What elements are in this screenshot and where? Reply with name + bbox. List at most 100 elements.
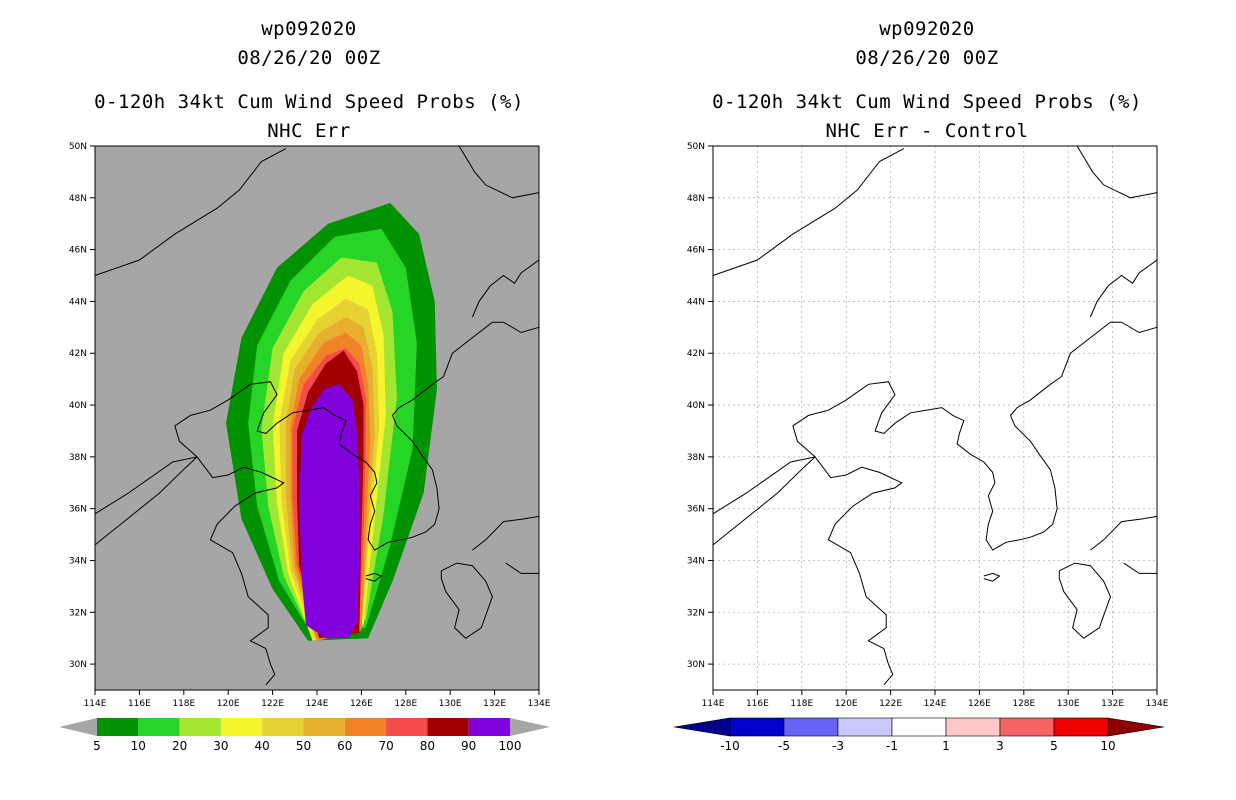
map-area: 114E 116E 118E 120E 122E 124E 126E 128E 130E 132E… — [687, 142, 1169, 709]
colorbar: 5 10 20 30 40 50 60 70 80 90 100 — [59, 718, 550, 753]
right-chart-subtitle: NHC Err - Control — [825, 120, 1029, 142]
x-tick-label: 120E — [217, 699, 240, 709]
coastline — [1058, 562, 1111, 639]
coastline — [983, 572, 1001, 582]
y-tick-label: 46N — [69, 246, 87, 256]
colorbar-label: 70 — [378, 739, 393, 753]
x-tick-label: 118E — [790, 699, 813, 709]
y-tick-label: 50N — [687, 142, 705, 152]
colorbar-label: 1 — [942, 739, 950, 753]
coastline — [712, 148, 905, 276]
coastline — [1076, 145, 1158, 199]
coastline — [440, 562, 493, 639]
right-map-svg: 114E 116E 118E 120E 122E 124E 126E 128E 130E 132E… — [673, 142, 1169, 753]
colorbar-swatch — [891, 717, 947, 737]
coastline — [94, 321, 540, 551]
x-tick-label: 114E — [84, 699, 107, 709]
x-tick-label: 126E — [968, 699, 991, 709]
coastline — [458, 145, 540, 199]
colorbar-swatch — [729, 717, 785, 737]
y-tick-label: 30N — [687, 660, 705, 670]
colorbar-extend-high — [1107, 717, 1165, 737]
colorbar-swatch — [220, 718, 263, 736]
left-datetime: 08/26/20 00Z — [237, 47, 381, 69]
colorbar-label: -1 — [886, 739, 898, 753]
coastline — [94, 456, 285, 686]
coastline — [1089, 259, 1158, 318]
colorbar-swatch — [837, 717, 893, 737]
y-tick-label: 34N — [687, 556, 705, 566]
colorbar-extend-low — [59, 718, 97, 736]
colorbar-swatch — [1053, 717, 1109, 737]
colorbar-swatch — [783, 717, 839, 737]
right-panel: wp092020 08/26/20 00Z 0-120h 34kt Cum Wi… — [618, 0, 1236, 800]
x-tick-label: 130E — [1057, 699, 1080, 709]
colorbar-label: 30 — [213, 739, 228, 753]
coastline — [472, 515, 540, 551]
colorbar-label: 50 — [296, 739, 311, 753]
x-tick-label: 132E — [1101, 699, 1124, 709]
y-tick-label: 32N — [69, 608, 87, 618]
colorbar-label: 80 — [420, 739, 435, 753]
y-tick-label: 44N — [687, 297, 705, 307]
colorbar-swatch — [999, 717, 1055, 737]
left-chart-subtitle: NHC Err — [267, 120, 351, 142]
right-chart-title: 0-120h 34kt Cum Wind Speed Probs (%) — [712, 91, 1142, 113]
coastline — [1090, 515, 1158, 551]
colorbar-extend-low — [673, 717, 731, 737]
y-tick-label: 32N — [687, 608, 705, 618]
x-tick-label: 134E — [528, 699, 551, 709]
y-tick-label: 38N — [69, 453, 87, 463]
colorbar-label: 10 — [1100, 739, 1115, 753]
x-tick-label: 116E — [128, 699, 151, 709]
colorbar-swatch — [427, 718, 469, 736]
y-tick-label: 40N — [687, 401, 705, 411]
colorbar-label: -5 — [778, 739, 790, 753]
y-tick-label: 36N — [69, 505, 87, 515]
x-tick-label: 122E — [261, 699, 284, 709]
left-chart-title: 0-120h 34kt Cum Wind Speed Probs (%) — [94, 91, 524, 113]
y-tick-label: 40N — [69, 401, 87, 411]
x-tick-label: 128E — [394, 699, 417, 709]
colorbar-swatch — [344, 718, 387, 736]
colorbar-label: 3 — [996, 739, 1004, 753]
colorbar-extend-high — [510, 718, 550, 736]
x-tick-label: 132E — [483, 699, 506, 709]
colorbar-swatch — [386, 718, 428, 736]
x-tick-label: 124E — [924, 699, 947, 709]
map-area: 114E 116E 118E 120E 122E 124E 126E 128E 130E 132E… — [69, 142, 551, 709]
coastline — [471, 259, 540, 318]
y-tick-label: 42N — [69, 349, 87, 359]
y-tick-label: 48N — [69, 194, 87, 204]
colorbar-label: -10 — [720, 739, 740, 753]
colorbar-swatch — [262, 718, 304, 736]
colorbar-swatch — [179, 718, 221, 736]
coastline — [712, 456, 903, 686]
colorbar-label: 10 — [131, 739, 146, 753]
x-tick-label: 134E — [1146, 699, 1169, 709]
y-tick-label: 36N — [687, 505, 705, 515]
coastline — [505, 562, 539, 574]
colorbar-label: 20 — [172, 739, 187, 753]
right-datetime: 08/26/20 00Z — [855, 47, 999, 69]
colorbar-swatch — [468, 718, 510, 736]
colorbar-label: 90 — [461, 739, 476, 753]
y-tick-label: 34N — [69, 556, 87, 566]
left-map-svg: 114E 116E 118E 120E 122E 124E 126E 128E 130E 132E… — [59, 142, 551, 753]
left-storm-id: wp092020 — [261, 18, 357, 40]
colorbar-swatch — [138, 718, 180, 736]
right-storm-id: wp092020 — [879, 18, 975, 40]
colorbar-label: 40 — [255, 739, 270, 753]
x-tick-label: 122E — [879, 699, 902, 709]
y-tick-label: 30N — [69, 660, 87, 670]
x-tick-label: 118E — [172, 699, 195, 709]
colorbar: -10 -5 -3 -1 1 3 5 10 — [673, 717, 1165, 753]
coastline — [365, 572, 383, 582]
x-tick-label: 124E — [306, 699, 329, 709]
colorbar-swatch — [303, 718, 345, 736]
prob-contour-90 — [299, 384, 360, 639]
colorbar-label: 5 — [1050, 739, 1058, 753]
y-tick-label: 46N — [687, 246, 705, 256]
y-tick-label: 42N — [687, 349, 705, 359]
coastline — [94, 148, 287, 276]
